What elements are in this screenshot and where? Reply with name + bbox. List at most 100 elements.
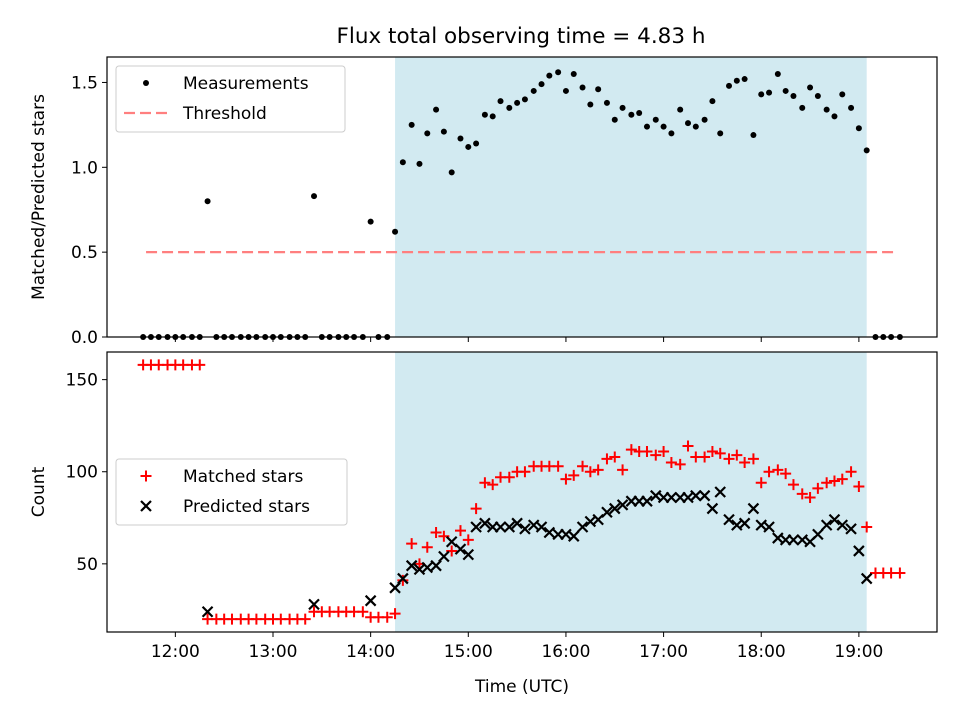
predicted-star-point bbox=[616, 499, 629, 511]
measurement-point bbox=[611, 116, 618, 123]
measurement-point bbox=[750, 132, 757, 139]
measurement-point bbox=[652, 116, 659, 123]
measurement-point bbox=[497, 98, 504, 105]
predicted-star-point bbox=[479, 517, 491, 530]
axes-frame bbox=[106, 56, 938, 338]
measurement-point bbox=[741, 76, 748, 83]
measurement-point bbox=[766, 89, 773, 96]
measurement-point bbox=[562, 87, 569, 94]
measurement-point bbox=[538, 81, 545, 88]
matched-star-point bbox=[357, 606, 369, 618]
legend-box bbox=[115, 458, 348, 526]
matched-star-point bbox=[430, 527, 442, 539]
measurement-point bbox=[863, 147, 870, 154]
predicted-star-point bbox=[389, 582, 401, 594]
bottom-panel: 50 100 150 12:00 13:00 14:00 15:00 16:00 17:00 18… bbox=[29, 351, 938, 697]
matched-star-point bbox=[381, 611, 393, 623]
measurement-point bbox=[457, 135, 464, 142]
predicted-star-point bbox=[576, 521, 589, 533]
matched-star-point bbox=[406, 538, 418, 550]
predicted-star-point bbox=[430, 559, 442, 572]
matched-star-point bbox=[828, 475, 840, 487]
matched-star-point bbox=[780, 468, 792, 480]
measurement-point bbox=[848, 104, 855, 111]
y-axis-label: Matched/Predicted stars bbox=[29, 94, 49, 300]
x-tick-label: 15:00 bbox=[444, 642, 493, 662]
matched-star-point bbox=[470, 503, 482, 515]
legend: Matched stars Predicted stars bbox=[115, 458, 348, 526]
predicted-star-point bbox=[860, 572, 873, 585]
measurement-point bbox=[726, 82, 733, 89]
measurement-point bbox=[570, 70, 577, 77]
measurement-point bbox=[367, 218, 374, 225]
chart-title: Flux total observing time = 4.83 h bbox=[337, 24, 706, 49]
matched-star-point bbox=[853, 480, 865, 492]
measurement-point bbox=[311, 193, 318, 200]
predicted-star-point bbox=[494, 521, 507, 533]
measurement-point bbox=[595, 86, 602, 93]
x-axis-label: Time (UTC) bbox=[474, 677, 569, 697]
x-tick-label: 17:00 bbox=[639, 642, 688, 662]
predicted-star-point bbox=[828, 513, 841, 526]
measurement-point bbox=[416, 160, 423, 167]
predicted-star-point bbox=[535, 521, 548, 533]
predicted-star-point bbox=[787, 534, 800, 546]
matched-star-point bbox=[796, 488, 808, 500]
observing-window-shade bbox=[395, 352, 867, 632]
measurement-point bbox=[392, 228, 399, 235]
matched-star-point bbox=[674, 458, 686, 470]
measurement-point bbox=[579, 84, 586, 91]
matched-star-point bbox=[755, 477, 767, 489]
measurement-point bbox=[636, 110, 643, 116]
predicted-star-point bbox=[438, 550, 450, 563]
predicted-star-point bbox=[641, 495, 653, 507]
matched-star-point bbox=[772, 464, 784, 476]
matched-star-point bbox=[650, 449, 662, 461]
predicted-star-point bbox=[421, 561, 434, 574]
measurement-point bbox=[587, 101, 594, 108]
measurement-point bbox=[660, 123, 667, 130]
legend-marker-predicted bbox=[140, 500, 152, 512]
measurement-point bbox=[709, 98, 716, 105]
matched-star-point bbox=[299, 613, 311, 625]
predicted-star-point bbox=[853, 545, 865, 557]
matched-star-point bbox=[836, 473, 848, 485]
matched-star-point bbox=[519, 466, 531, 478]
x-tick-label: 14:00 bbox=[346, 642, 395, 662]
y-tick-label: 1.0 bbox=[71, 158, 98, 178]
measurement-point bbox=[733, 77, 740, 84]
predicted-star-point bbox=[503, 521, 516, 533]
measurement-point bbox=[790, 93, 797, 100]
predicted-star-point bbox=[763, 521, 775, 533]
matched-star-point bbox=[584, 466, 596, 478]
predicted-star-point bbox=[690, 489, 702, 502]
matched-star-point bbox=[804, 492, 816, 504]
matched-star-point bbox=[479, 477, 491, 489]
measurement-point bbox=[831, 113, 838, 120]
top-panel: 0.0 0.5 1.0 1.5 Matched/Predicted stars Measu… bbox=[29, 56, 938, 348]
measurement-point bbox=[685, 120, 691, 127]
matched-star-point bbox=[747, 453, 759, 465]
predicted-star-point bbox=[405, 559, 418, 572]
matched-star-point bbox=[812, 482, 824, 494]
legend-marker-measurements bbox=[143, 80, 149, 86]
matched-star-point bbox=[421, 541, 433, 553]
matched-star-point bbox=[699, 451, 711, 463]
observing-window-shade bbox=[395, 57, 867, 337]
matched-star-point bbox=[487, 479, 499, 491]
measurement-point bbox=[807, 84, 814, 91]
matched-star-point bbox=[739, 457, 751, 469]
measurement-point bbox=[839, 91, 846, 98]
measurement-point bbox=[408, 121, 415, 128]
measurement-point bbox=[473, 140, 480, 147]
predicted-star-point bbox=[698, 489, 711, 502]
measurement-point bbox=[424, 130, 431, 137]
matched-star-point bbox=[658, 445, 670, 457]
legend-label: Matched stars bbox=[183, 467, 303, 487]
predicted-star-point bbox=[201, 605, 214, 618]
x-tick-label: 13:00 bbox=[249, 642, 298, 662]
measurement-point bbox=[701, 116, 708, 123]
matched-star-point bbox=[592, 464, 604, 476]
predicted-star-point bbox=[820, 519, 833, 531]
